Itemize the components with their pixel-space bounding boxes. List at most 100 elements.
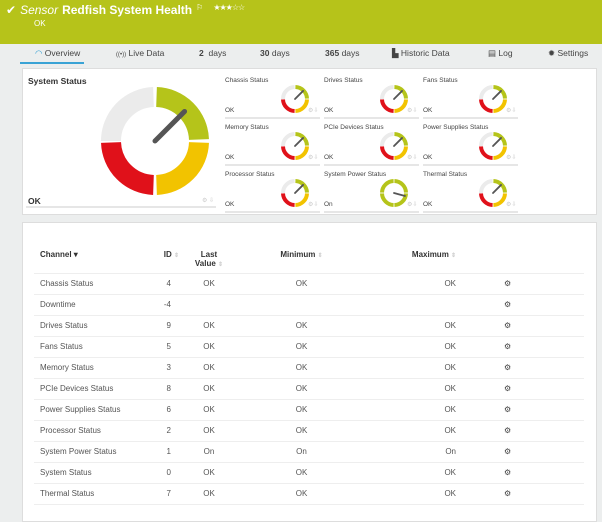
gauge-actions-icon[interactable]: ⚙ ⇩	[202, 198, 215, 204]
last-value: On	[179, 441, 239, 463]
channel-name[interactable]: Processor Status	[34, 420, 134, 442]
maximum-value: OK	[364, 399, 504, 421]
gauge-segment	[493, 99, 507, 113]
gauge-card[interactable]: Memory Status OK ⚙⇩	[225, 122, 320, 166]
gauge-card[interactable]: Processor Status OK ⚙⇩	[225, 169, 320, 213]
channel-name[interactable]: Downtime	[34, 294, 134, 316]
table-row[interactable]: Memory Status 3 OK OK OK ⚙	[34, 357, 584, 379]
table-row[interactable]: System Power Status 1 On On On ⚙	[34, 441, 584, 463]
gauge-needle	[393, 137, 403, 147]
col-id[interactable]: ID ⇕	[134, 246, 179, 274]
tab-log[interactable]: ▤ Log	[488, 48, 513, 58]
gauge-actions-icon[interactable]: ⚙⇩	[506, 202, 517, 208]
gauge-segment	[281, 179, 295, 194]
channel-name[interactable]: Drives Status	[34, 315, 134, 337]
gauge-actions-icon[interactable]: ⚙⇩	[308, 108, 319, 114]
channel-name[interactable]: Power Supplies Status	[34, 399, 134, 421]
mini-gauge	[281, 85, 309, 113]
channel-settings-icon[interactable]: ⚙	[504, 483, 584, 505]
gauge-card[interactable]: PCIe Devices Status OK ⚙⇩	[324, 122, 419, 166]
gauge-actions-icon[interactable]: ⚙⇩	[407, 202, 418, 208]
col-last-value[interactable]: Last Value ⇕	[179, 246, 239, 274]
gauge-segment	[479, 193, 493, 207]
channel-settings-icon[interactable]: ⚙	[504, 273, 584, 295]
gauge-actions-icon[interactable]: ⚙⇩	[506, 108, 517, 114]
priority-stars[interactable]: ★★★☆☆	[213, 3, 245, 12]
col-minimum[interactable]: Minimum ⇕	[239, 246, 364, 274]
gauge-actions-icon[interactable]: ⚙⇩	[308, 155, 319, 161]
tab-overview[interactable]: ◠ Overview	[20, 48, 84, 64]
gauge-needle	[492, 137, 502, 147]
gauge-needle	[393, 90, 403, 100]
gauge-card[interactable]: Chassis Status OK ⚙⇩	[225, 75, 320, 119]
mini-gauge	[479, 132, 507, 160]
table-row[interactable]: Power Supplies Status 6 OK OK OK ⚙	[34, 399, 584, 421]
gauge-card[interactable]: Fans Status OK ⚙⇩	[423, 75, 518, 119]
sensor-header: ✔ Sensor Redfish System Health ⚐ ★★★☆☆ O…	[0, 0, 602, 44]
gauge-needle	[492, 90, 502, 100]
table-row[interactable]: Drives Status 9 OK OK OK ⚙	[34, 315, 584, 337]
gauge-segment	[295, 99, 309, 113]
gauge-segment	[493, 146, 507, 160]
sensor-status: OK	[34, 19, 46, 28]
mini-gauge	[281, 132, 309, 160]
channel-settings-icon[interactable]: ⚙	[504, 420, 584, 442]
channel-settings-icon[interactable]: ⚙	[504, 399, 584, 421]
gauge-segment	[281, 85, 295, 100]
channel-name[interactable]: System Power Status	[34, 441, 134, 463]
table-row[interactable]: Chassis Status 4 OK OK OK ⚙	[34, 273, 584, 295]
tab-365-days[interactable]: 365 days	[325, 48, 360, 58]
maximum-value: OK	[364, 462, 504, 484]
gauge-card[interactable]: Thermal Status OK ⚙⇩	[423, 169, 518, 213]
channel-name[interactable]: Thermal Status	[34, 483, 134, 505]
gauge-title: Thermal Status	[423, 171, 468, 178]
gauge-segment	[380, 132, 394, 147]
flag-icon[interactable]: ⚐	[196, 3, 204, 12]
gauge-segment	[101, 141, 155, 195]
gauge-actions-icon[interactable]: ⚙⇩	[407, 108, 418, 114]
channel-settings-icon[interactable]: ⚙	[504, 294, 584, 316]
maximum-value: On	[364, 441, 504, 463]
channel-settings-icon[interactable]: ⚙	[504, 378, 584, 400]
mini-gauge	[479, 85, 507, 113]
tab-settings[interactable]: ✹ Settings	[548, 48, 589, 58]
gauge-segment	[281, 99, 295, 113]
gauge-segment	[394, 99, 408, 113]
channel-settings-icon[interactable]: ⚙	[504, 441, 584, 463]
gauge-actions-icon[interactable]: ⚙⇩	[506, 155, 517, 161]
table-row[interactable]: PCIe Devices Status 8 OK OK OK ⚙	[34, 378, 584, 400]
channel-settings-icon[interactable]: ⚙	[504, 462, 584, 484]
col-channel[interactable]: Channel ▾	[34, 246, 134, 274]
gauge-actions-icon[interactable]: ⚙⇩	[407, 155, 418, 161]
tab-historic-data[interactable]: ▙ Historic Data	[392, 48, 450, 58]
channel-name[interactable]: Fans Status	[34, 336, 134, 358]
gauge-segment	[479, 85, 493, 100]
table-row[interactable]: Downtime -4 ⚙	[34, 294, 584, 316]
tab-live-data[interactable]: ((•)) Live Data	[116, 48, 165, 58]
channel-name[interactable]: PCIe Devices Status	[34, 378, 134, 400]
gauge-card[interactable]: Power Supplies Status OK ⚙⇩	[423, 122, 518, 166]
channel-settings-icon[interactable]: ⚙	[504, 336, 584, 358]
gauge-card[interactable]: Drives Status OK ⚙⇩	[324, 75, 419, 119]
gauge-segment	[380, 85, 394, 100]
channel-name[interactable]: Memory Status	[34, 357, 134, 379]
gauge-icon: ◠	[35, 48, 43, 58]
gauge-card[interactable]: System Power Status On ⚙⇩	[324, 169, 419, 213]
table-row[interactable]: Thermal Status 7 OK OK OK ⚙	[34, 483, 584, 505]
gauge-value: On	[324, 201, 333, 208]
table-row[interactable]: Fans Status 5 OK OK OK ⚙	[34, 336, 584, 358]
col-maximum[interactable]: Maximum ⇕	[364, 246, 504, 274]
table-row[interactable]: System Status 0 OK OK OK ⚙	[34, 462, 584, 484]
minimum-value: OK	[239, 420, 364, 442]
channel-settings-icon[interactable]: ⚙	[504, 357, 584, 379]
channel-name[interactable]: Chassis Status	[34, 273, 134, 295]
minimum-value: OK	[239, 357, 364, 379]
tab-30-days[interactable]: 30 days	[260, 48, 290, 58]
channel-name[interactable]: System Status	[34, 462, 134, 484]
gauge-segment	[155, 141, 209, 195]
table-row[interactable]: Processor Status 2 OK OK OK ⚙	[34, 420, 584, 442]
mini-gauge	[281, 179, 309, 207]
channel-settings-icon[interactable]: ⚙	[504, 315, 584, 337]
gauge-actions-icon[interactable]: ⚙⇩	[308, 202, 319, 208]
tab-2-days[interactable]: 2 days	[199, 48, 227, 58]
